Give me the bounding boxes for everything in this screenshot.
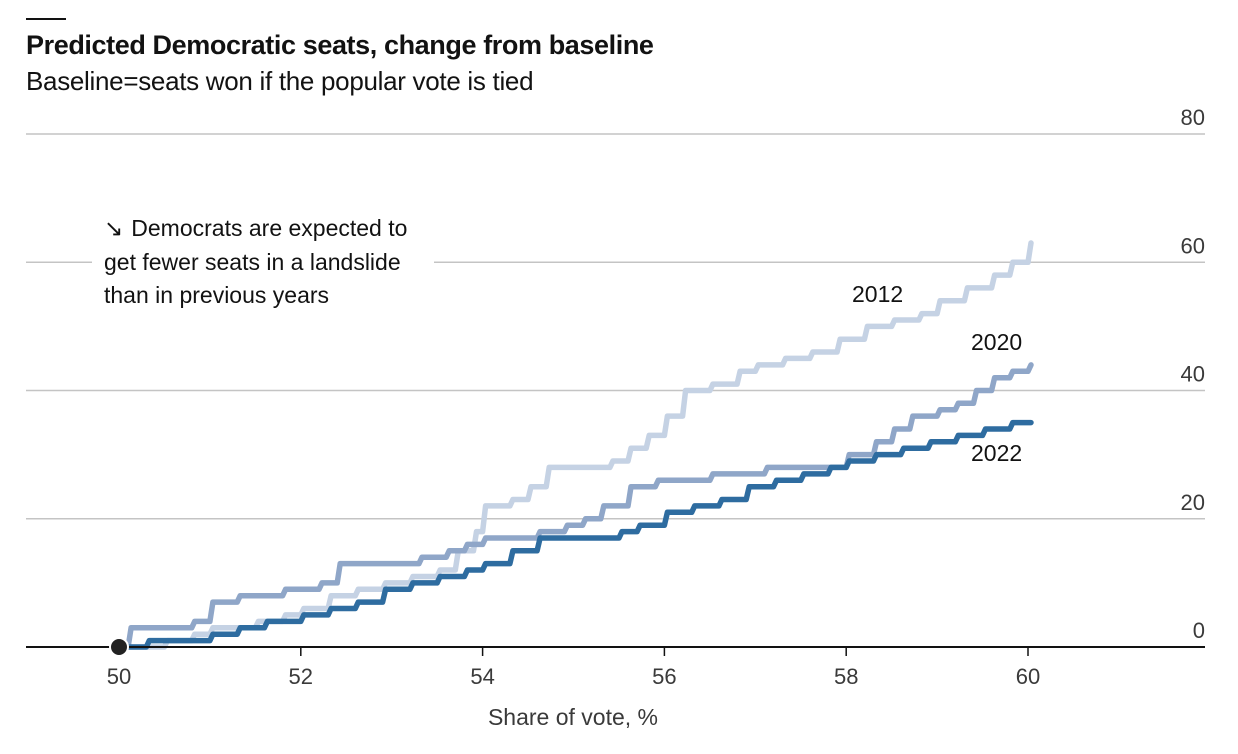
y-tick-label-20: 20 bbox=[1181, 490, 1205, 515]
y-tick-label-80: 80 bbox=[1181, 105, 1205, 130]
chart-title: Predicted Democratic seats, change from … bbox=[26, 30, 654, 60]
series-line-2020 bbox=[116, 362, 1034, 650]
origin-marker bbox=[109, 637, 129, 657]
x-axis-ticks: 50 52 54 56 58 60 bbox=[107, 647, 1040, 689]
x-tick-label-58: 58 bbox=[834, 664, 858, 689]
annotation-background bbox=[92, 210, 434, 314]
series-label-2022: 2022 bbox=[971, 440, 1022, 466]
series-labels: 2012 2020 2022 bbox=[852, 281, 1022, 466]
annotation-line-2: get fewer seats in a landslide bbox=[104, 249, 401, 275]
x-axis-label: Share of vote, % bbox=[488, 704, 658, 730]
series-lines bbox=[116, 240, 1034, 650]
series-label-2012: 2012 bbox=[852, 281, 903, 307]
x-tick-label-54: 54 bbox=[470, 664, 494, 689]
top-rule bbox=[26, 18, 66, 20]
x-tick-label-60: 60 bbox=[1016, 664, 1040, 689]
series-line-2022 bbox=[116, 419, 1034, 650]
x-tick-label-52: 52 bbox=[289, 664, 313, 689]
y-tick-label-60: 60 bbox=[1181, 233, 1205, 258]
x-tick-label-50: 50 bbox=[107, 664, 131, 689]
chart-subtitle: Baseline=seats won if the popular vote i… bbox=[26, 66, 534, 96]
series-label-2020: 2020 bbox=[971, 329, 1022, 355]
annotation-text-1: Democrats are expected to bbox=[131, 215, 407, 241]
x-tick-label-56: 56 bbox=[652, 664, 676, 689]
y-tick-label-40: 40 bbox=[1181, 362, 1205, 387]
annotation: ↘ Democrats are expected to get fewer sea… bbox=[92, 210, 434, 314]
y-axis-ticks: 0 20 40 60 80 bbox=[1181, 105, 1205, 643]
annotation-line-1: ↘ Democrats are expected to bbox=[104, 215, 407, 241]
y-tick-label-0: 0 bbox=[1193, 618, 1205, 643]
annotation-line-3: than in previous years bbox=[104, 282, 329, 308]
annotation-arrow-icon: ↘ bbox=[104, 215, 123, 241]
